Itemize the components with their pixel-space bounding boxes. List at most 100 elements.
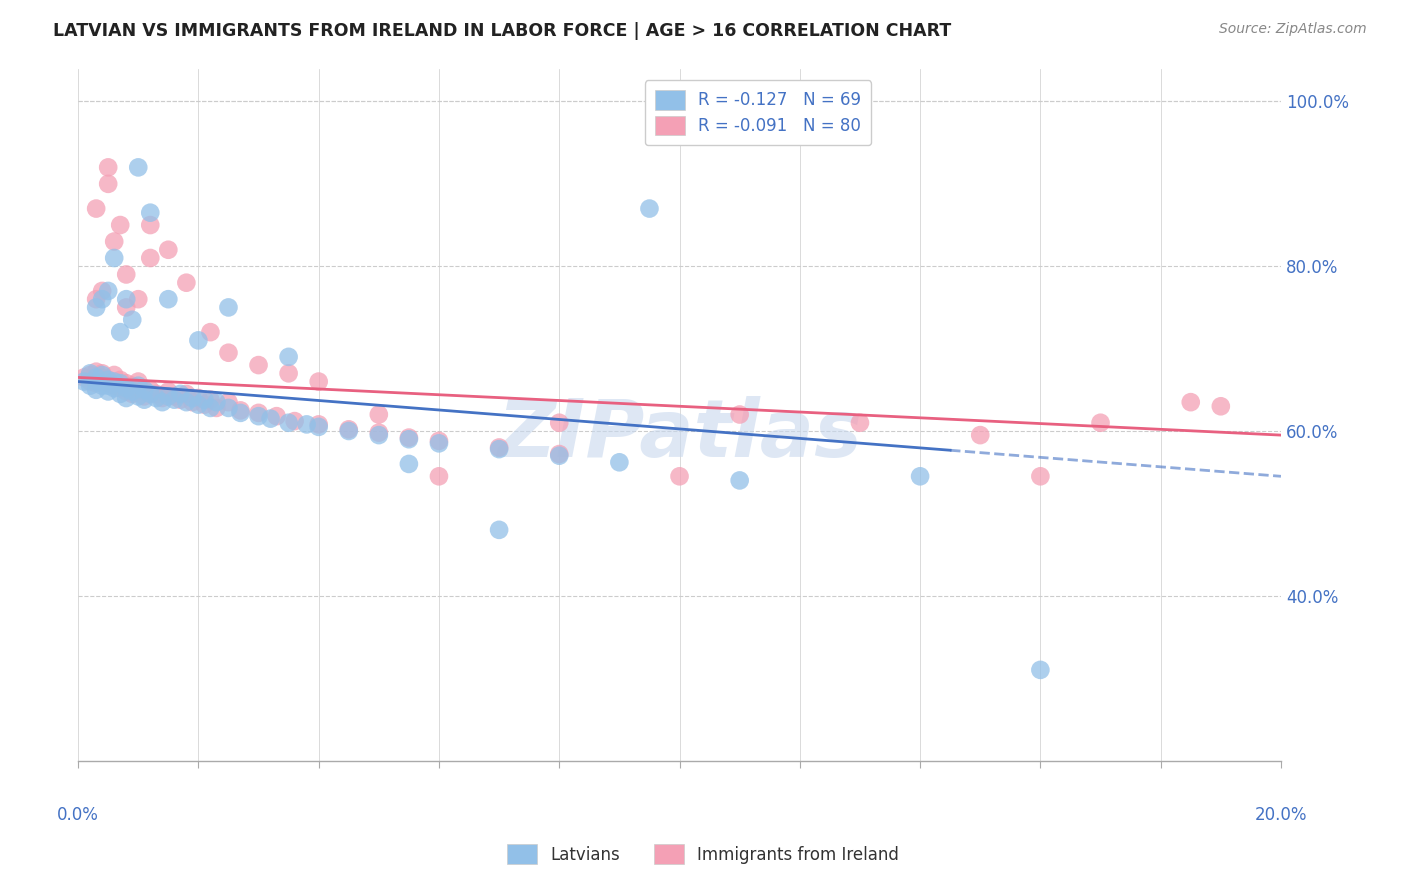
Point xyxy=(115,391,138,405)
Point xyxy=(163,392,186,407)
Point xyxy=(97,373,120,387)
Point xyxy=(187,334,209,348)
Text: LATVIAN VS IMMIGRANTS FROM IRELAND IN LABOR FORCE | AGE > 16 CORRELATION CHART: LATVIAN VS IMMIGRANTS FROM IRELAND IN LA… xyxy=(53,22,952,40)
Point xyxy=(169,387,191,401)
Point xyxy=(181,395,204,409)
Point xyxy=(205,401,228,415)
Point xyxy=(157,292,180,306)
Point xyxy=(1029,469,1052,483)
Point xyxy=(110,376,132,391)
Point xyxy=(176,395,198,409)
Point xyxy=(127,161,149,175)
Point xyxy=(110,218,132,232)
Point xyxy=(849,416,872,430)
Point xyxy=(908,469,931,483)
Point xyxy=(115,292,138,306)
Point xyxy=(121,387,143,401)
Point xyxy=(488,442,510,456)
Point xyxy=(127,381,149,395)
Point xyxy=(103,375,125,389)
Point xyxy=(139,218,162,232)
Point xyxy=(127,378,149,392)
Point xyxy=(97,373,120,387)
Point xyxy=(127,389,149,403)
Point xyxy=(427,469,450,483)
Point xyxy=(110,387,132,401)
Point xyxy=(134,392,156,407)
Point xyxy=(277,416,299,430)
Point xyxy=(259,411,281,425)
Text: ZIPatlas: ZIPatlas xyxy=(498,396,862,475)
Point xyxy=(121,378,143,392)
Point xyxy=(217,401,239,415)
Point xyxy=(97,376,120,391)
Point xyxy=(157,384,180,399)
Point xyxy=(337,422,360,436)
Point xyxy=(79,375,101,389)
Point xyxy=(84,370,107,384)
Point xyxy=(367,425,389,440)
Point xyxy=(84,375,107,389)
Text: 20.0%: 20.0% xyxy=(1254,805,1308,824)
Point xyxy=(398,457,420,471)
Point xyxy=(139,251,162,265)
Point xyxy=(97,284,120,298)
Point xyxy=(247,358,270,372)
Point xyxy=(91,292,114,306)
Point xyxy=(548,449,571,463)
Point xyxy=(157,389,180,403)
Point xyxy=(139,383,162,397)
Legend: R = -0.127   N = 69, R = -0.091   N = 80: R = -0.127 N = 69, R = -0.091 N = 80 xyxy=(644,80,870,145)
Point xyxy=(176,276,198,290)
Point xyxy=(134,389,156,403)
Point xyxy=(229,403,252,417)
Point xyxy=(79,368,101,382)
Point xyxy=(266,409,288,424)
Point xyxy=(187,391,209,405)
Point xyxy=(97,177,120,191)
Point xyxy=(84,292,107,306)
Point xyxy=(398,432,420,446)
Point xyxy=(84,383,107,397)
Point xyxy=(115,376,138,391)
Point xyxy=(127,375,149,389)
Point xyxy=(427,434,450,448)
Point xyxy=(1090,416,1112,430)
Point xyxy=(84,365,107,379)
Point xyxy=(91,368,114,382)
Point xyxy=(150,391,173,405)
Point xyxy=(229,406,252,420)
Point xyxy=(247,409,270,424)
Point xyxy=(193,392,215,407)
Point xyxy=(103,251,125,265)
Point xyxy=(103,235,125,249)
Point xyxy=(73,370,96,384)
Point xyxy=(398,431,420,445)
Point xyxy=(367,408,389,422)
Point xyxy=(247,406,270,420)
Point xyxy=(217,395,239,409)
Point xyxy=(103,368,125,382)
Legend: Latvians, Immigrants from Ireland: Latvians, Immigrants from Ireland xyxy=(501,838,905,871)
Point xyxy=(145,387,167,401)
Point xyxy=(121,384,143,399)
Point xyxy=(200,392,222,407)
Point xyxy=(427,436,450,450)
Text: 0.0%: 0.0% xyxy=(58,805,98,824)
Point xyxy=(134,384,156,399)
Point xyxy=(145,391,167,405)
Point xyxy=(668,469,690,483)
Point xyxy=(169,392,191,407)
Point xyxy=(103,381,125,395)
Point xyxy=(488,441,510,455)
Point xyxy=(97,378,120,392)
Point xyxy=(217,301,239,315)
Point xyxy=(284,414,307,428)
Point xyxy=(73,375,96,389)
Point xyxy=(1209,399,1232,413)
Point xyxy=(139,205,162,219)
Point xyxy=(548,447,571,461)
Point xyxy=(295,417,318,432)
Point xyxy=(548,416,571,430)
Point xyxy=(1029,663,1052,677)
